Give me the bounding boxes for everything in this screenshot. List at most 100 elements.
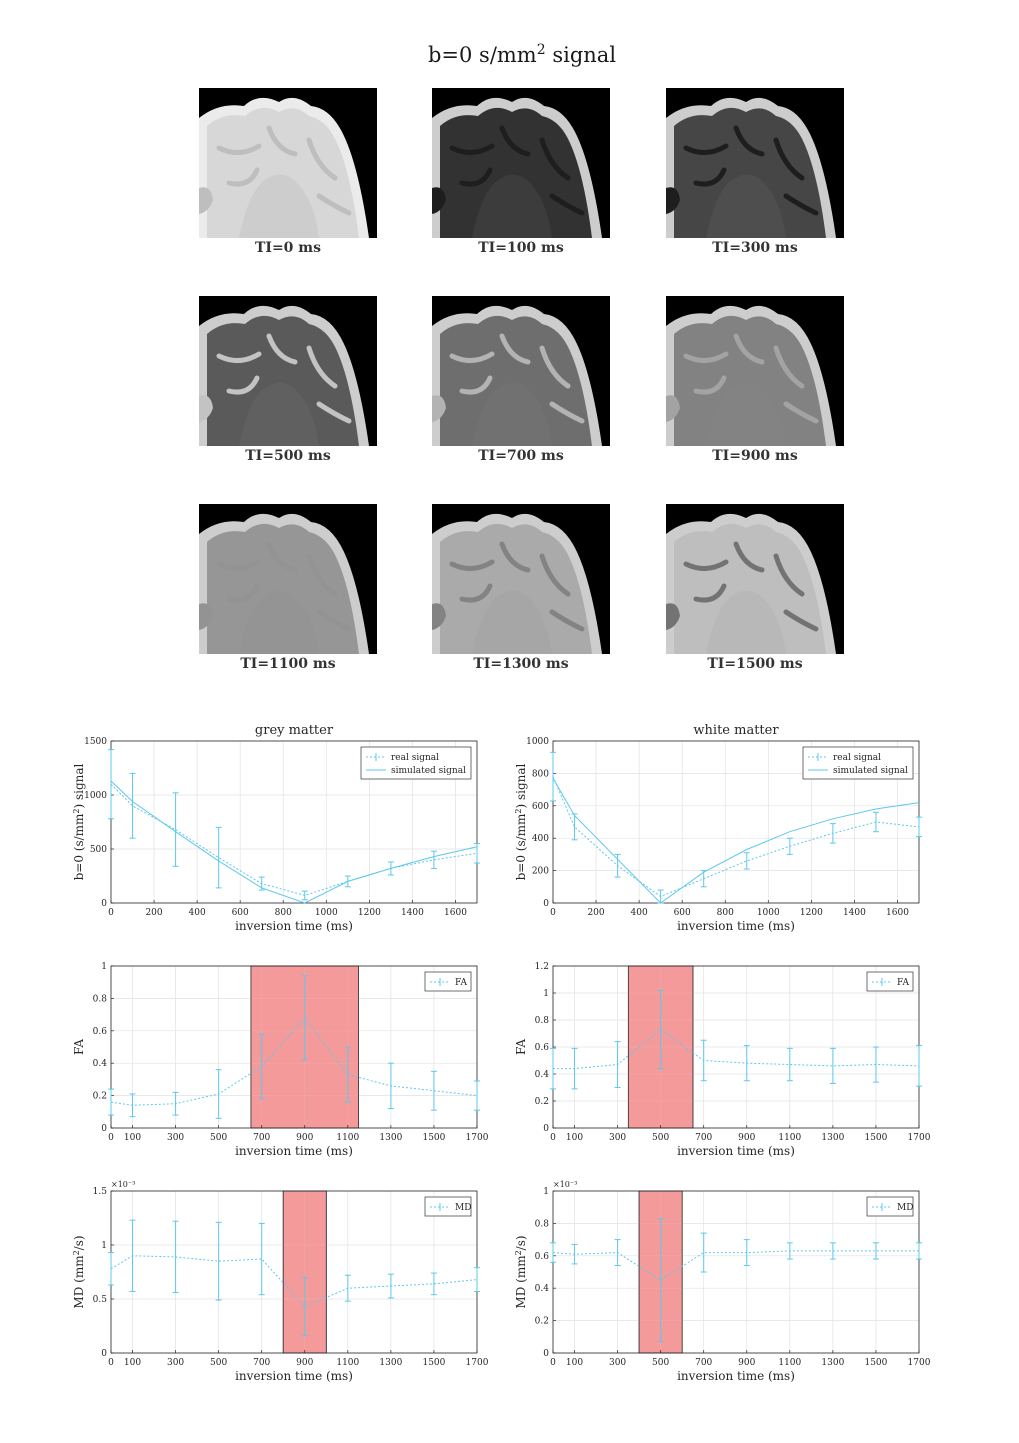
x-tick-label: 600: [232, 908, 249, 918]
x-tick-label: 1300: [821, 1133, 844, 1143]
x-tick-label: 100: [566, 1133, 583, 1143]
x-tick-label: 1300: [821, 1358, 844, 1368]
y-tick-label: 0: [101, 1349, 107, 1359]
legend-label: simulated signal: [833, 766, 908, 776]
y-tick-label: 0: [101, 899, 107, 909]
x-tick-label: 300: [167, 1358, 184, 1368]
legend-label: FA: [455, 978, 467, 988]
x-tick-label: 800: [275, 908, 292, 918]
x-tick-label: 1600: [886, 908, 909, 918]
x-tick-label: 0: [550, 908, 556, 918]
x-tick-label: 700: [695, 1358, 712, 1368]
mri-slice-image: [432, 296, 610, 446]
x-tick-label: 1700: [466, 1358, 489, 1368]
y-tick-label: 0.6: [535, 1252, 550, 1262]
x-tick-label: 1500: [422, 1358, 445, 1368]
x-tick-label: 500: [652, 1358, 669, 1368]
mri-slice-image: [666, 296, 844, 446]
x-axis-label: inversion time (ms): [677, 1369, 795, 1383]
x-tick-label: 1100: [778, 1133, 801, 1143]
x-tick-label: 1400: [401, 908, 424, 918]
y-tick-label: 0.6: [93, 1027, 108, 1037]
y-tick-label: 0: [543, 899, 549, 909]
y-tick-label: 0.8: [93, 994, 108, 1004]
x-tick-label: 400: [189, 908, 206, 918]
mri-slice-image: [666, 504, 844, 654]
legend-label: FA: [897, 978, 909, 988]
figure-title: b=0 s/mm2 signal: [427, 42, 617, 67]
legend-label: real signal: [833, 753, 881, 763]
y-axis-label: FA: [514, 1039, 528, 1055]
mri-slice-image: [199, 88, 377, 238]
y-tick-label: 800: [532, 769, 549, 779]
x-tick-label: 1200: [800, 908, 823, 918]
y-tick-label: 500: [90, 845, 107, 855]
chart-title: white matter: [693, 723, 779, 738]
chart-gm_fa: 0 100 300 500 700 900 1100 1300 1500 1700 0 0.2 0.4 0…: [72, 962, 489, 1158]
x-tick-label: 1100: [778, 1358, 801, 1368]
tile-label: TI=1500 ms: [707, 656, 803, 672]
y-tick-label: 600: [532, 802, 549, 812]
legend-box: [802, 746, 914, 780]
series-line-FA: [553, 1028, 920, 1070]
y-tick-label: 200: [532, 867, 549, 877]
y-tick-label: 0.6: [535, 1043, 550, 1053]
x-tick-label: 900: [738, 1358, 755, 1368]
y-axis-label: b=0 (s/mm2) signal: [72, 763, 86, 880]
x-tick-label: 300: [609, 1358, 626, 1368]
x-tick-label: 900: [296, 1133, 313, 1143]
x-tick-label: 600: [674, 908, 691, 918]
legend-box: [360, 746, 472, 780]
x-tick-label: 1000: [757, 908, 780, 918]
x-tick-label: 900: [296, 1358, 313, 1368]
x-tick-label: 1100: [336, 1358, 359, 1368]
y-tick-label: 0.2: [535, 1097, 549, 1107]
x-tick-label: 800: [717, 908, 734, 918]
y-tick-label: 0.8: [535, 1016, 550, 1026]
tile-label: TI=1100 ms: [240, 656, 336, 672]
y-tick-label: 0.4: [535, 1284, 550, 1294]
chart-gm_md: 0 100 300 500 700 900 1100 1300 1500 1700 0 0.5 1 1.5…: [72, 1180, 489, 1383]
series-line-FA: [110, 1017, 478, 1106]
y-tick-label: 1000: [526, 737, 549, 747]
x-tick-label: 1300: [379, 1358, 402, 1368]
y-tick-label: 0.4: [93, 1059, 108, 1069]
x-tick-label: 500: [210, 1358, 227, 1368]
x-tick-label: 0: [550, 1133, 556, 1143]
axes-frame: [110, 740, 478, 904]
y-tick-label: 0.4: [535, 1070, 550, 1080]
x-tick-label: 1500: [864, 1133, 887, 1143]
y-tick-label: 1: [101, 962, 107, 972]
y-tick-label: 0: [543, 1124, 549, 1134]
x-tick-label: 1200: [358, 908, 381, 918]
tile-label: TI=500 ms: [245, 448, 331, 464]
x-tick-label: 1100: [336, 1133, 359, 1143]
x-tick-label: 500: [652, 1133, 669, 1143]
axes-frame: [552, 1190, 920, 1354]
y-tick-label: 1: [543, 989, 549, 999]
tile-label: TI=700 ms: [478, 448, 564, 464]
y-tick-label: 0.2: [535, 1317, 549, 1327]
legend-label: real signal: [391, 753, 439, 763]
x-tick-label: 1300: [379, 1133, 402, 1143]
tile-label: TI=0 ms: [254, 240, 321, 256]
series-line-simulated-signal: [110, 780, 478, 904]
mri-slice-image: [432, 504, 610, 654]
y-tick-label: 1.5: [93, 1187, 108, 1197]
axes-frame: [110, 965, 478, 1129]
x-tick-label: 100: [566, 1358, 583, 1368]
x-tick-label: 700: [253, 1133, 270, 1143]
chart-wm_signal: 0 200 400 600 800 1000 1200 1400 1600 0 200 400 600 8…: [514, 723, 922, 933]
x-tick-label: 1700: [466, 1133, 489, 1143]
legend-label: MD: [897, 1203, 913, 1213]
series-line-real-signal: [110, 783, 478, 896]
axis-exponent: ×10⁻³: [111, 1180, 135, 1189]
x-tick-label: 1500: [422, 1133, 445, 1143]
legend-label: simulated signal: [391, 766, 466, 776]
chart-title: grey matter: [255, 723, 334, 738]
x-tick-label: 100: [124, 1133, 141, 1143]
y-tick-label: 1000: [84, 791, 107, 801]
x-tick-label: 0: [108, 1133, 114, 1143]
y-tick-label: 0.5: [93, 1295, 108, 1305]
